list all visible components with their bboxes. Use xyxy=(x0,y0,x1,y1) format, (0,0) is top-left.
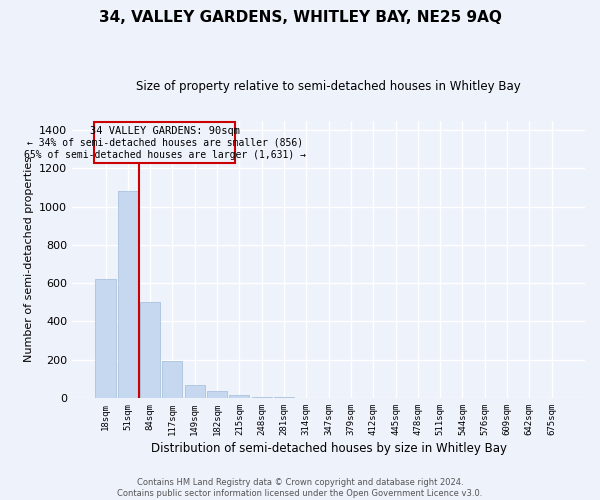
Text: Contains HM Land Registry data © Crown copyright and database right 2024.
Contai: Contains HM Land Registry data © Crown c… xyxy=(118,478,482,498)
Bar xyxy=(251,397,272,398)
Y-axis label: Number of semi-detached properties: Number of semi-detached properties xyxy=(23,156,34,362)
Bar xyxy=(207,391,227,398)
Title: Size of property relative to semi-detached houses in Whitley Bay: Size of property relative to semi-detach… xyxy=(136,80,521,93)
Bar xyxy=(229,395,250,398)
Bar xyxy=(95,280,116,398)
Text: 65% of semi-detached houses are larger (1,631) →: 65% of semi-detached houses are larger (… xyxy=(23,150,305,160)
Text: ← 34% of semi-detached houses are smaller (856): ← 34% of semi-detached houses are smalle… xyxy=(26,138,302,148)
Bar xyxy=(140,302,160,398)
Bar xyxy=(163,360,182,398)
Text: 34, VALLEY GARDENS, WHITLEY BAY, NE25 9AQ: 34, VALLEY GARDENS, WHITLEY BAY, NE25 9A… xyxy=(98,10,502,25)
Bar xyxy=(118,192,138,398)
Bar xyxy=(185,384,205,398)
X-axis label: Distribution of semi-detached houses by size in Whitley Bay: Distribution of semi-detached houses by … xyxy=(151,442,506,455)
Bar xyxy=(274,397,294,398)
FancyBboxPatch shape xyxy=(94,122,235,162)
Text: 34 VALLEY GARDENS: 90sqm: 34 VALLEY GARDENS: 90sqm xyxy=(89,126,239,136)
